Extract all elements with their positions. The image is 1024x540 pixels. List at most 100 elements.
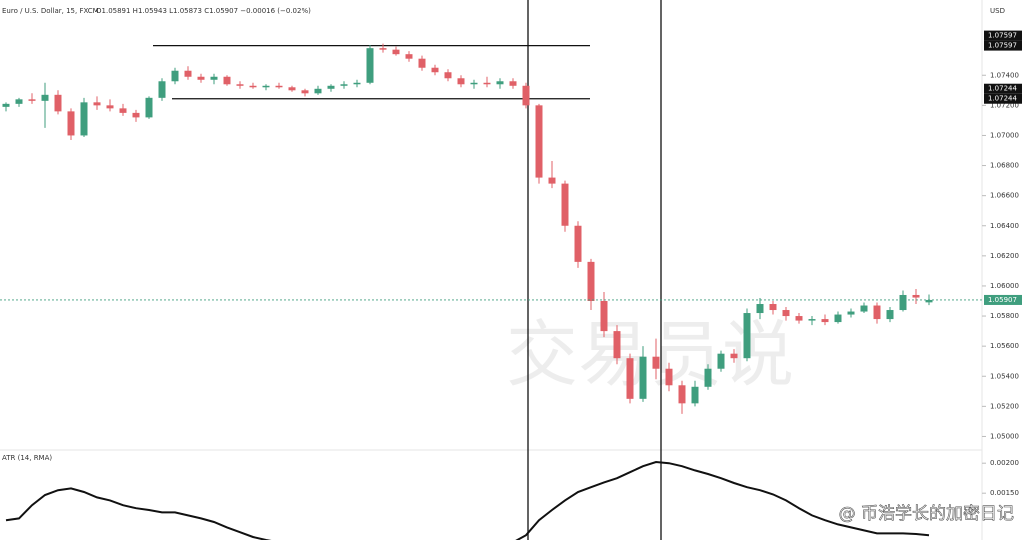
candle-body — [691, 386, 699, 404]
candle-body — [67, 111, 75, 136]
y-tick-label: 1.07400 — [990, 71, 1019, 79]
candle-body — [392, 49, 400, 55]
candle-body — [340, 84, 348, 86]
y-tick-label: 1.05000 — [990, 432, 1019, 440]
candle-body — [613, 331, 621, 359]
price-label-box — [984, 40, 1022, 51]
candle-body — [119, 108, 127, 113]
candle-body — [366, 48, 374, 83]
candle-body — [834, 314, 842, 323]
candle-body — [886, 310, 894, 320]
y-tick-label: 1.05600 — [990, 342, 1019, 350]
atr-line — [5, 460, 930, 540]
watermark: 交易员说 — [506, 313, 794, 397]
candle-body — [197, 76, 205, 80]
symbol-title: Euro / U.S. Dollar, 15, FXCM — [2, 7, 99, 15]
candle-body — [678, 385, 686, 404]
candle-body — [379, 48, 387, 50]
y-tick-label: 1.06800 — [990, 162, 1019, 170]
candle-body — [158, 81, 166, 98]
price-label: 1.07244 — [988, 85, 1017, 93]
candle-body — [28, 99, 36, 101]
candle-body — [457, 78, 465, 85]
candle-body — [808, 319, 816, 321]
y-tick-label: 1.06200 — [990, 252, 1019, 260]
candle-body — [262, 85, 270, 88]
candle-body — [249, 85, 257, 88]
candle-body — [522, 85, 530, 106]
candle-body — [483, 82, 491, 85]
y-tick-label: 0.00150 — [990, 489, 1019, 497]
candle-body — [847, 311, 855, 315]
current-price-label: 1.05907 — [988, 296, 1017, 304]
current-price-box — [984, 294, 1022, 305]
candle-body — [301, 90, 309, 94]
candle-body — [288, 87, 296, 91]
candle-body — [15, 99, 23, 104]
candle-body — [626, 358, 634, 399]
price-label: 1.07597 — [988, 42, 1017, 50]
candle-body — [41, 94, 49, 101]
currency-label: USD — [990, 7, 1005, 15]
candle-body — [743, 313, 751, 359]
candle-body — [665, 368, 673, 386]
price-label: 1.07597 — [988, 32, 1017, 40]
candle-body — [353, 82, 361, 85]
candle-body — [145, 97, 153, 118]
candle-body — [106, 105, 114, 109]
y-tick-label: 1.05400 — [990, 372, 1019, 380]
candle-body — [223, 76, 231, 85]
candle-body — [444, 72, 452, 79]
candle-body — [795, 316, 803, 321]
candle-body — [509, 81, 517, 86]
candle-body — [821, 319, 829, 323]
candle-body — [925, 299, 933, 303]
candle-body — [899, 294, 907, 311]
candle-body — [600, 301, 608, 332]
candle-body — [236, 84, 244, 86]
candle-body — [470, 82, 478, 85]
y-tick-label: 1.07200 — [990, 101, 1019, 109]
y-tick-label: 1.06000 — [990, 282, 1019, 290]
y-tick-label: 1.05200 — [990, 402, 1019, 410]
candle-body — [54, 94, 62, 112]
watermark: @ 币浩学长的加密日记 — [839, 504, 1014, 524]
y-tick-label: 1.06400 — [990, 222, 1019, 230]
candle-body — [405, 54, 413, 59]
candle-body — [912, 294, 920, 298]
candle-body — [717, 353, 725, 369]
candle-body — [873, 305, 881, 320]
y-tick-label: 1.05800 — [990, 312, 1019, 320]
candle-body — [561, 183, 569, 226]
price-label: 1.07244 — [988, 95, 1017, 103]
indicator-pane — [5, 460, 930, 540]
candle-body — [704, 368, 712, 387]
candle-body — [639, 356, 647, 399]
candle-body — [496, 81, 504, 85]
candle-body — [535, 105, 543, 178]
candle-body — [431, 67, 439, 73]
candle-body — [652, 356, 660, 369]
candle-body — [860, 305, 868, 312]
candle-body — [418, 58, 426, 68]
candle-body — [132, 112, 140, 118]
y-tick-label: 1.06600 — [990, 192, 1019, 200]
candle-body — [184, 70, 192, 77]
candle-body — [730, 353, 738, 359]
candle-body — [756, 304, 764, 314]
candle-body — [548, 177, 556, 184]
candle-body — [587, 261, 595, 302]
candle-body — [782, 310, 790, 317]
candle-body — [210, 76, 218, 80]
y-tick-label: 0.00200 — [990, 459, 1019, 467]
candle-body — [2, 103, 10, 107]
y-tick-label: 1.07000 — [990, 131, 1019, 139]
ohlc-text: O1.05891 H1.05943 L1.05873 C1.05907 −0.0… — [96, 7, 311, 15]
indicator-title: ATR (14, RMA) — [2, 454, 52, 462]
price-label-box — [984, 83, 1022, 94]
candle-body — [80, 102, 88, 136]
candle-body — [171, 70, 179, 82]
candle-body — [93, 102, 101, 106]
